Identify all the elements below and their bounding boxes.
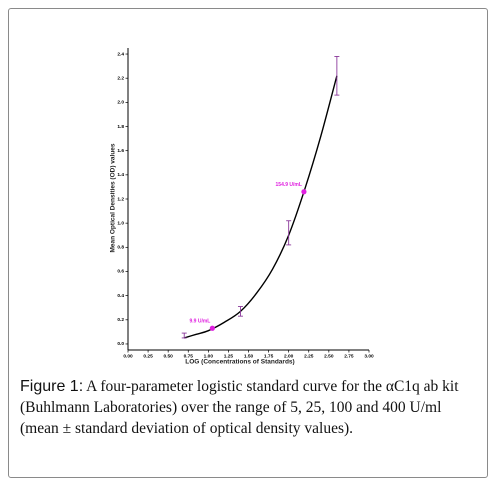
x-tick-label: 1.50 — [244, 353, 254, 359]
y-tick-label: 1.4 — [117, 172, 124, 178]
x-tick-label: 2.75 — [344, 353, 354, 359]
x-tick-label: 2.50 — [324, 353, 334, 359]
chart: LOG (Concentrations of Standards) Mean O… — [110, 48, 374, 366]
x-axis-title: LOG (Concentrations of Standards) — [185, 359, 294, 366]
fit-curve — [184, 75, 338, 339]
x-tick-label: 1.75 — [264, 353, 274, 359]
x-tick-label: 1.00 — [204, 353, 214, 359]
caption-text: A four-parameter logistic standard curve… — [20, 378, 459, 437]
x-tick-label: 0.50 — [163, 353, 173, 359]
x-tick-label: 0.00 — [123, 353, 133, 359]
x-tick-label: 2.00 — [284, 353, 294, 359]
error-bar — [286, 220, 292, 246]
caption: Figure 1: A four-parameter logistic stan… — [20, 376, 476, 439]
error-bar — [334, 56, 340, 96]
y-tick-label: 1.0 — [117, 220, 124, 226]
y-tick-label: 0.2 — [117, 317, 124, 323]
x-tick-label: 3.00 — [364, 353, 374, 359]
error-bar — [181, 332, 187, 339]
y-tick-label: 1.8 — [117, 124, 124, 130]
y-tick-label: 0.4 — [117, 293, 124, 299]
y-tick-label: 0.8 — [117, 245, 124, 251]
error-bar — [237, 306, 243, 317]
annotation-point — [209, 325, 215, 331]
x-tick-label: 1.25 — [224, 353, 234, 359]
figure-frame — [8, 8, 488, 478]
y-tick-label: 2.2 — [117, 75, 124, 81]
x-tick-label: 0.75 — [184, 353, 194, 359]
annotation-label: 154.9 U/mL — [276, 182, 302, 188]
annotation-label: 9.9 U/mL — [190, 319, 211, 325]
caption-label: Figure 1: — [20, 378, 84, 395]
y-tick-label: 1.6 — [117, 148, 124, 154]
annotation-point — [301, 189, 307, 195]
y-tick-label: 2.0 — [117, 100, 124, 106]
y-tick-label: 1.2 — [117, 196, 124, 202]
y-axis-title: Mean Optical Densities (OD) values — [110, 143, 117, 252]
y-tick-label: 0.6 — [117, 269, 124, 275]
x-tick-label: 0.25 — [143, 353, 153, 359]
x-tick-label: 2.25 — [304, 353, 314, 359]
y-tick-label: 0.0 — [117, 341, 124, 347]
y-tick-label: 2.4 — [117, 51, 124, 57]
